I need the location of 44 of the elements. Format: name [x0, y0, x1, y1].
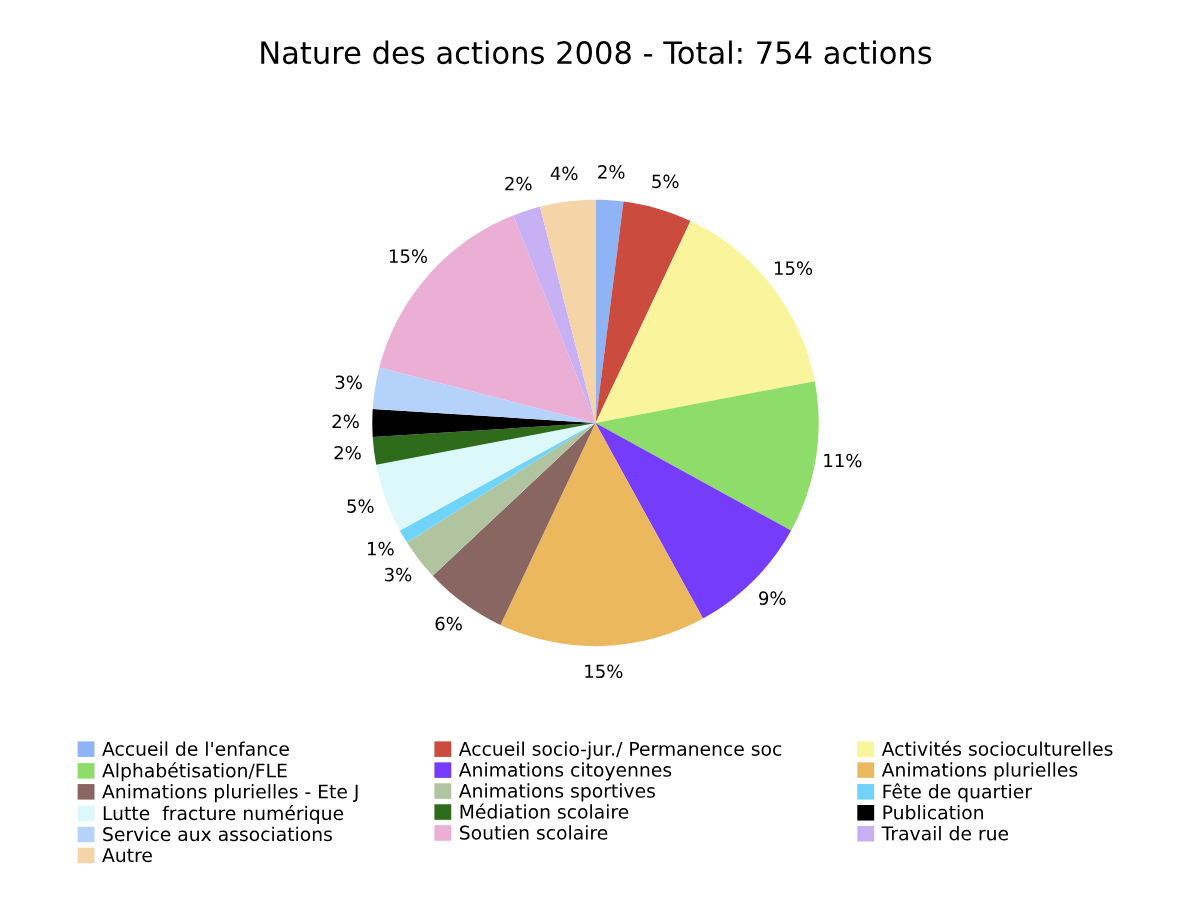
legend-label: Travail de rue — [881, 825, 1009, 841]
pie-slice — [595, 201, 691, 423]
legend-label: Accueil socio-jur./ Permanence soc — [458, 741, 782, 760]
legend-label: Animations citoyennes — [458, 762, 672, 781]
legend-label: Activités socioculturelles — [881, 740, 1113, 756]
pie-slice — [595, 381, 819, 531]
legend-label: Animations plurielles - Ete J — [102, 784, 358, 803]
chart-title: Nature des actions 2008 - Total: 754 actions — [261, 40, 932, 65]
pie-slice — [372, 423, 596, 465]
legend-label: Animations plurielles — [881, 762, 1078, 781]
pie-slice — [595, 221, 815, 423]
data-label: 15% — [389, 249, 428, 263]
legend-label: Autre — [102, 848, 152, 863]
legend-label: Médiation scolaire — [460, 803, 629, 819]
legend-label: Animations sportives — [458, 783, 655, 802]
pie-slice — [372, 367, 596, 423]
data-label: 2% — [505, 176, 532, 191]
data-label: 2% — [598, 165, 625, 179]
data-label: 15% — [585, 664, 623, 679]
pie-slice — [376, 423, 596, 531]
data-label: 3% — [385, 567, 412, 582]
legend-label: Fête de quartier — [883, 783, 1032, 803]
legend-label: Publication — [883, 805, 983, 820]
legend-label: Alphabétisation/FLE — [102, 762, 287, 782]
data-label: 11% — [824, 453, 862, 468]
pie-slice — [379, 215, 596, 423]
data-label: 6% — [435, 616, 462, 631]
data-label: 2% — [332, 414, 359, 429]
data-label: 3% — [335, 375, 362, 390]
data-label: 4% — [550, 166, 578, 181]
data-label: 5% — [347, 499, 374, 513]
data-label: 9% — [759, 591, 786, 605]
legend-label: Service aux associations — [103, 826, 332, 842]
legend-label: Soutien scolaire — [460, 825, 608, 840]
pie-slice — [500, 423, 704, 647]
pie-slice — [595, 199, 624, 423]
legend-label: Lutte fracture numérique — [103, 805, 344, 824]
pie-slice — [595, 423, 792, 619]
data-label: 1% — [367, 541, 394, 556]
data-label: 15% — [774, 261, 813, 276]
legend-label: Accueil de l'enfance — [102, 741, 289, 756]
data-label: 5% — [652, 174, 679, 189]
pie-slice — [513, 206, 596, 423]
data-label: 2% — [334, 445, 361, 460]
